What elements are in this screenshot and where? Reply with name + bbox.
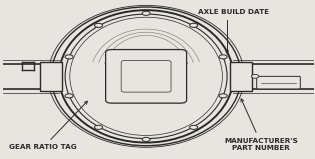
Circle shape — [190, 125, 198, 129]
Circle shape — [142, 137, 150, 142]
Circle shape — [219, 55, 227, 59]
Circle shape — [94, 23, 103, 27]
Circle shape — [65, 94, 73, 98]
Ellipse shape — [51, 7, 241, 146]
Circle shape — [251, 74, 259, 78]
Ellipse shape — [65, 14, 227, 139]
Circle shape — [190, 23, 198, 27]
FancyBboxPatch shape — [40, 62, 62, 90]
Circle shape — [142, 11, 150, 15]
FancyBboxPatch shape — [230, 62, 252, 90]
FancyBboxPatch shape — [106, 50, 186, 103]
Text: AXLE BUILD DATE: AXLE BUILD DATE — [198, 9, 269, 54]
Circle shape — [94, 125, 103, 129]
Text: GEAR RATIO TAG: GEAR RATIO TAG — [9, 101, 87, 150]
Circle shape — [219, 94, 227, 98]
Circle shape — [65, 55, 73, 59]
FancyBboxPatch shape — [257, 76, 300, 89]
Text: MANUFACTURER'S
PART NUMBER: MANUFACTURER'S PART NUMBER — [224, 99, 298, 151]
